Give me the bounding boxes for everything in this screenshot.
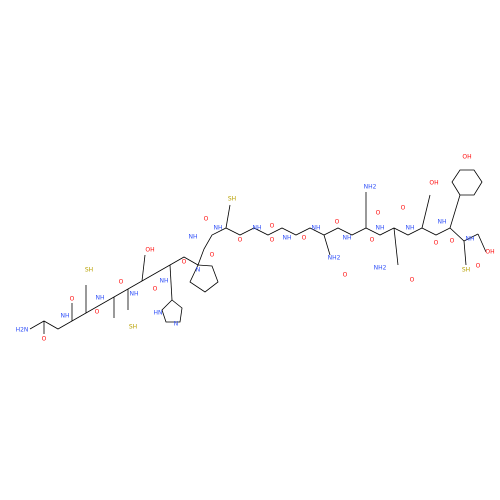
phenyl-ring	[451, 169, 483, 196]
atom-label: O	[343, 272, 348, 279]
atom-label: NH2	[364, 184, 377, 191]
pyrrolidine-ring	[189, 264, 219, 293]
atom-label: NH	[130, 291, 139, 298]
atom-label: O	[70, 296, 75, 303]
atom-label: N	[196, 267, 201, 274]
atom-label: SH	[85, 267, 93, 274]
atom-label: O	[410, 277, 415, 284]
atom-label: OH	[429, 180, 438, 187]
atom-label: NH	[61, 313, 70, 320]
atom-label: SH	[228, 196, 236, 203]
atom-label: O	[95, 309, 100, 316]
atom-label: OH	[462, 154, 471, 161]
atom-label: O	[376, 210, 381, 217]
atom-label: NH2	[374, 265, 387, 272]
atom-label: O	[153, 286, 158, 293]
atom-label: NH	[253, 225, 262, 232]
atom-label: H2N	[16, 327, 29, 334]
atom-label: O	[401, 205, 406, 212]
atom-label: NH	[438, 219, 447, 226]
bond	[393, 227, 399, 266]
atom-label: NH	[189, 234, 198, 241]
bond	[463, 240, 467, 266]
atom-label: NH2	[328, 255, 341, 262]
atom-label: O	[182, 259, 187, 266]
atom-label: O	[434, 240, 439, 247]
atom-label: O	[270, 223, 275, 230]
atom-label: SH	[462, 267, 470, 274]
atom-label: NH	[376, 225, 385, 232]
bond	[225, 204, 231, 229]
atom-label: NH	[214, 225, 223, 232]
atom-label: O	[476, 263, 481, 270]
bond	[449, 194, 461, 229]
atom-label: N	[174, 321, 179, 328]
atom-label: O	[238, 237, 243, 244]
atom-label: NH	[160, 278, 169, 285]
atom-label: O	[370, 237, 375, 244]
atom-label: O	[119, 279, 124, 286]
atom-label: O	[335, 219, 340, 226]
atom-label: O	[42, 336, 47, 343]
bond	[169, 264, 173, 301]
atom-label: O	[302, 235, 307, 242]
imidazole-ring	[161, 299, 183, 323]
atom-label: NH	[343, 235, 352, 242]
atom-label: O	[210, 252, 215, 259]
atom-label: HN	[154, 310, 163, 317]
atom-label: OH	[145, 247, 154, 254]
atom-labels: H2N O NH O SH NH O O NH SH OH O NH HN N …	[16, 154, 495, 343]
atom-label: O	[204, 216, 209, 223]
backbone	[29, 227, 479, 330]
atom-label: NH	[312, 225, 321, 232]
atom-label: SH	[129, 324, 137, 331]
bond	[323, 234, 331, 256]
bond	[477, 233, 487, 253]
atom-label: OH	[485, 249, 494, 256]
atom-label: NH	[283, 235, 292, 242]
bond	[421, 194, 431, 229]
bond	[141, 254, 146, 282]
atom-label: NH	[96, 295, 105, 302]
atom-label: NH	[466, 236, 475, 243]
atom-label: O	[450, 238, 455, 245]
atom-label: NH	[406, 225, 415, 232]
bonds	[29, 169, 487, 334]
atom-label: O	[270, 237, 275, 244]
